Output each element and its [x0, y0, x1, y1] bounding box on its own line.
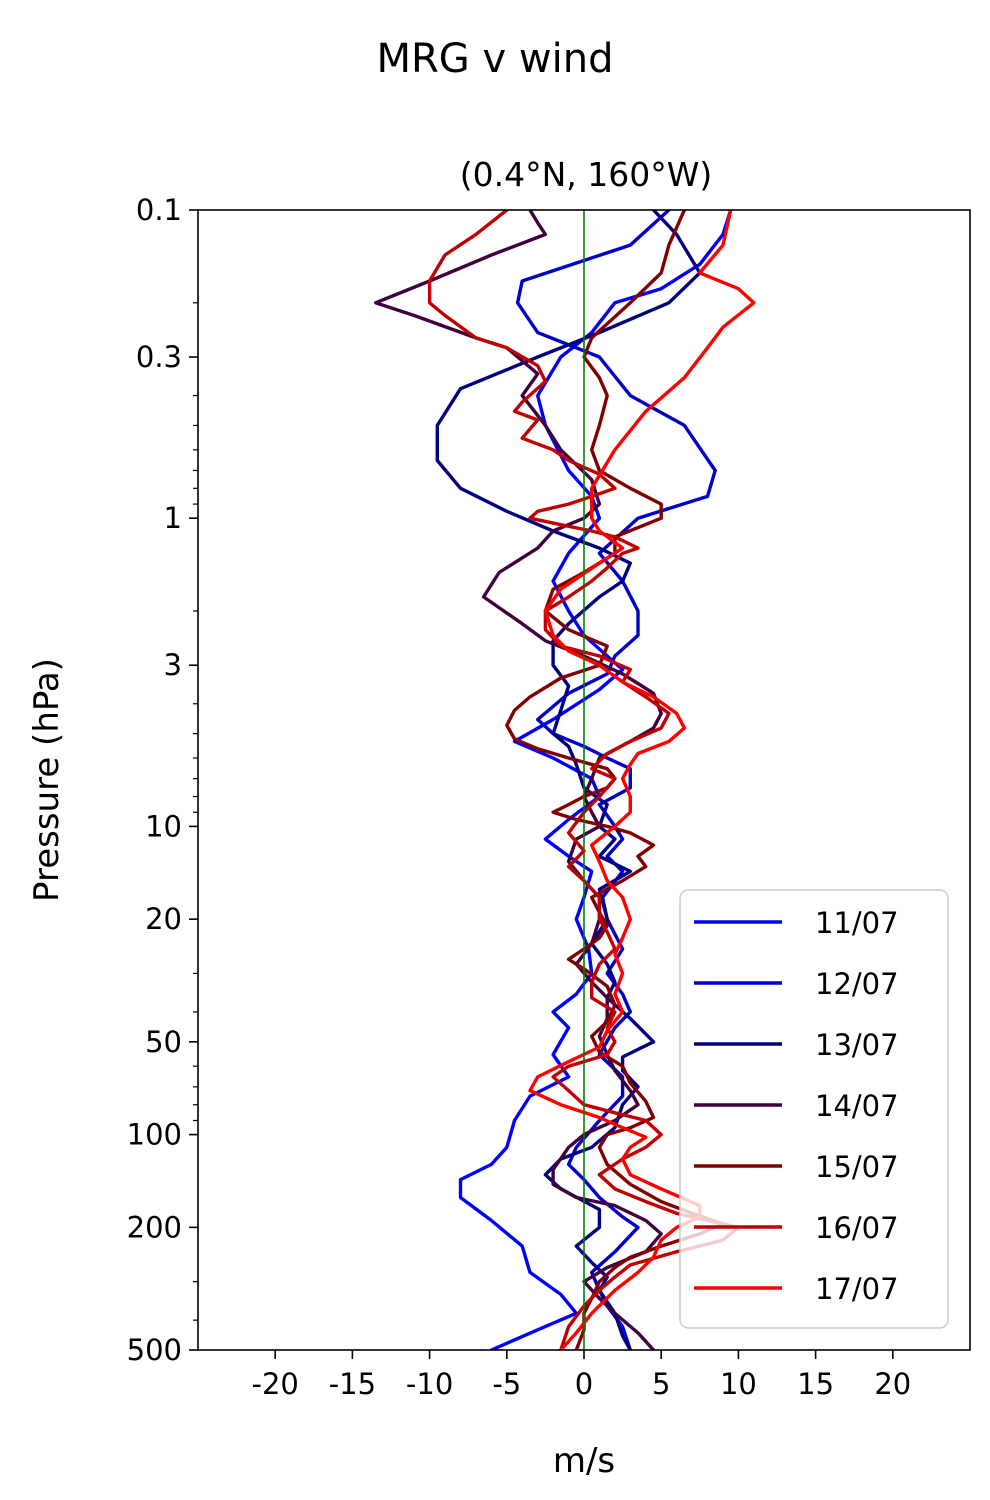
legend: 11/07 12/07 13/07 14/07 15/07 16/07 17/07 — [679, 889, 949, 1329]
x-tick-label: -10 — [406, 1367, 453, 1401]
y-axis-ticks: 0.1 0.3 1 3 10 20 50 100 200 500 — [127, 193, 198, 1367]
x-tick-label: 20 — [874, 1367, 911, 1401]
y-tick-label: 0.1 — [136, 193, 182, 227]
legend-label: 11/07 — [815, 906, 899, 940]
x-tick-label: 15 — [797, 1367, 834, 1401]
legend-label: 16/07 — [815, 1211, 899, 1245]
y-axis-label: Pressure (hPa) — [27, 658, 67, 902]
axes-title: (0.4°N, 160°W) — [460, 155, 713, 194]
y-tick-label: 500 — [127, 1333, 182, 1367]
y-tick-label: 50 — [145, 1025, 182, 1059]
y-tick-label: 0.3 — [136, 340, 182, 374]
x-tick-label: -15 — [329, 1367, 376, 1401]
y-tick-label: 3 — [164, 648, 182, 682]
x-tick-label: 5 — [652, 1367, 670, 1401]
y-tick-label: 100 — [127, 1118, 182, 1152]
series-layer — [373, 210, 756, 1350]
legend-label: 12/07 — [815, 967, 899, 1001]
series-line-3 — [373, 210, 663, 1350]
y-tick-label: 200 — [127, 1210, 182, 1244]
legend-label: 13/07 — [815, 1028, 899, 1062]
series-line-1 — [515, 210, 717, 1350]
legend-items: 11/07 12/07 13/07 14/07 15/07 16/07 17/07 — [694, 906, 899, 1306]
x-axis-label: m/s — [553, 1441, 615, 1481]
figure-title: MRG v wind — [377, 36, 614, 82]
x-tick-label: -5 — [492, 1367, 521, 1401]
series-line-6 — [528, 210, 756, 1350]
x-tick-label: 10 — [720, 1367, 757, 1401]
legend-frame — [679, 889, 949, 1329]
legend-label: 15/07 — [815, 1150, 899, 1184]
legend-label: 17/07 — [815, 1272, 899, 1306]
series-line-5 — [427, 210, 741, 1350]
x-tick-label: 0 — [575, 1367, 593, 1401]
x-tick-label: -20 — [252, 1367, 299, 1401]
y-tick-label: 1 — [164, 501, 182, 535]
y-tick-label: 10 — [145, 809, 182, 843]
y-tick-label: 20 — [145, 902, 182, 936]
legend-label: 14/07 — [815, 1089, 899, 1123]
series-line-4 — [505, 210, 725, 1350]
x-axis-ticks: -20 -15 -10 -5 0 5 10 15 20 — [252, 1350, 911, 1401]
